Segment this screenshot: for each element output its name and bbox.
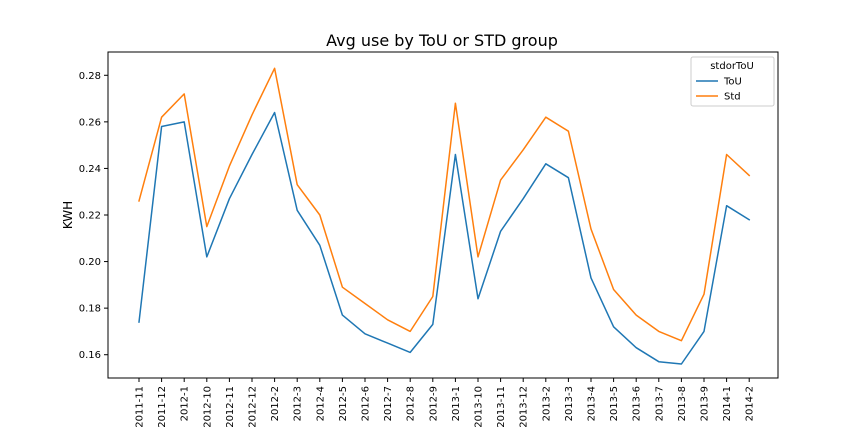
x-tick-label: 2012-11 xyxy=(225,386,236,428)
legend-box xyxy=(690,56,775,107)
legend: stdorToU ToU Std xyxy=(690,56,775,107)
x-tick-label: 2013-10 xyxy=(474,386,485,428)
x-tick-label: 2012-7 xyxy=(383,386,394,421)
y-tick-label: 0.28 xyxy=(79,71,101,82)
series-line-std xyxy=(138,67,751,342)
x-tick-label: 2011-12 xyxy=(157,386,168,428)
x-tick-label: 2011-11 xyxy=(135,386,146,428)
legend-items: ToU Std xyxy=(696,77,742,103)
x-tick-label: 2014-2 xyxy=(745,386,756,421)
x-tick-label: 2012-9 xyxy=(428,386,439,421)
x-tick-label: 2012-12 xyxy=(248,386,259,428)
x-tick-label: 2013-2 xyxy=(541,386,552,421)
chart-title: Avg use by ToU or STD group xyxy=(326,31,558,50)
y-tick-label: 0.26 xyxy=(79,117,101,128)
x-tick-label: 2012-3 xyxy=(293,386,304,421)
x-tick-label: 2012-2 xyxy=(270,386,281,421)
x-tick-label: 2013-1 xyxy=(451,386,462,421)
x-tick-label: 2012-10 xyxy=(202,386,213,428)
x-tick-label: 2013-5 xyxy=(609,386,620,421)
x-tick-label: 2013-12 xyxy=(519,386,530,428)
x-tick-label: 2013-11 xyxy=(496,386,507,428)
x-tick-label: 2014-1 xyxy=(722,386,733,421)
y-tick-label: 0.22 xyxy=(79,211,101,222)
x-tick-label: 2013-3 xyxy=(564,386,575,421)
legend-label: Std xyxy=(724,92,741,103)
y-tick-label: 0.18 xyxy=(79,304,101,315)
x-tick-label: 2013-6 xyxy=(632,386,643,421)
x-tick-label: 2013-9 xyxy=(700,386,711,421)
series-line-tou xyxy=(138,111,751,365)
x-tick-label: 2012-5 xyxy=(338,386,349,421)
y-axis: 0.16 0.18 0.20 0.22 0.24 0.26 0.28 xyxy=(79,71,108,361)
x-tick-label: 2012-1 xyxy=(180,386,191,421)
x-tick-label: 2012-6 xyxy=(361,386,372,421)
y-tick-label: 0.16 xyxy=(79,350,101,361)
x-tick-label: 2012-8 xyxy=(406,386,417,421)
series-layer xyxy=(138,67,751,365)
legend-label: ToU xyxy=(723,77,742,88)
x-axis: 2011-11 2011-12 2012-1 2012-10 2012-11 2012-1… xyxy=(135,378,756,428)
x-tick-label: 2013-8 xyxy=(677,386,688,421)
y-axis-title: KWH xyxy=(61,201,75,229)
x-tick-label: 2012-4 xyxy=(315,386,326,421)
y-tick-label: 0.20 xyxy=(79,257,101,268)
x-tick-label: 2013-7 xyxy=(654,386,665,421)
legend-title: stdorToU xyxy=(710,61,754,72)
x-tick-label: 2013-4 xyxy=(587,386,598,421)
y-tick-label: 0.24 xyxy=(79,164,101,175)
